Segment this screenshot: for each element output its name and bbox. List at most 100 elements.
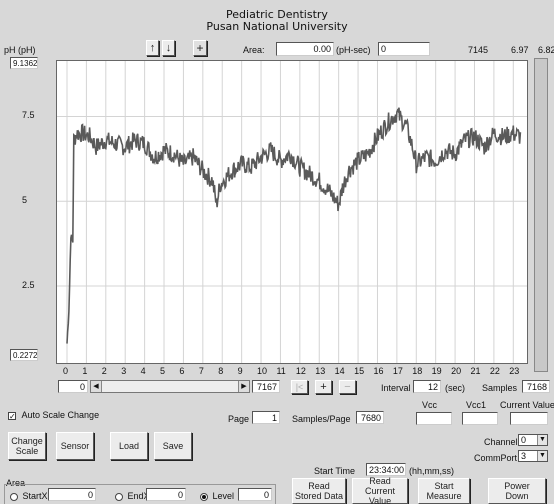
x-tick-label: 20 <box>451 366 462 376</box>
save-button[interactable]: Save <box>154 432 192 460</box>
endx-radio-icon <box>115 492 123 501</box>
x-tick-label: 21 <box>470 366 481 376</box>
x-tick-label: 9 <box>237 366 243 376</box>
auto-scale-check-icon: ✓ <box>8 411 16 421</box>
startx-radio[interactable]: StartX <box>10 491 48 501</box>
vcc-field[interactable] <box>416 412 452 425</box>
ph-series-line <box>66 107 522 344</box>
start-measure-label-1: Start <box>434 481 454 491</box>
horizontal-scrollbar[interactable]: ◀ ▶ <box>90 380 250 393</box>
read-stored-label-1: Read <box>308 481 330 491</box>
x-tick-label: 19 <box>431 366 442 376</box>
x-tick-label: 16 <box>373 366 384 376</box>
area-unit-label: (pH-sec) <box>336 45 371 55</box>
title-line-2: Pusan National University <box>206 20 348 33</box>
start-time-field[interactable]: 23:34:00 <box>366 463 406 476</box>
endx-field[interactable]: 0 <box>146 488 186 501</box>
area-group-label: Area <box>6 478 26 488</box>
zoom-in-button[interactable]: + <box>315 380 332 394</box>
x-tick-label: 13 <box>315 366 326 376</box>
samples-field[interactable]: 7168 <box>522 380 550 393</box>
page-field[interactable]: 1 <box>252 411 280 424</box>
crosshair-button[interactable]: + <box>193 40 207 56</box>
scroll-right-arrow[interactable]: ▶ <box>238 381 249 392</box>
readout-samples: 7145 <box>468 45 489 55</box>
channel-label: Channel <box>484 437 518 447</box>
level-radio-icon <box>200 492 208 501</box>
chevron-down-icon: ▼ <box>537 451 547 461</box>
x-tick-label: 1 <box>82 366 88 376</box>
level-label: Level <box>212 491 235 501</box>
interval-label: Interval <box>381 383 411 393</box>
y-max-field[interactable]: 9.1362 <box>10 57 38 69</box>
start-measure-button[interactable]: Start Measure <box>418 478 470 504</box>
arrow-up-button[interactable]: ↑ <box>146 40 159 56</box>
first-page-button[interactable]: |< <box>291 380 308 394</box>
vcc1-field[interactable] <box>462 412 498 425</box>
level-radio[interactable]: Level <box>200 491 234 501</box>
ph-chart[interactable] <box>56 60 528 364</box>
area-value-field[interactable]: 0.00 <box>276 42 334 56</box>
crosshair-icon: + <box>196 41 204 55</box>
read-current-label-1: Read <box>369 476 391 486</box>
power-down-button[interactable]: Power Down <box>488 478 546 504</box>
zoom-out-button[interactable]: − <box>339 380 356 394</box>
change-scale-button[interactable]: Change Scale <box>8 432 46 460</box>
area-group-box <box>4 484 276 504</box>
y-tick-label: 2.5 <box>22 279 35 290</box>
x-tick-label: 7 <box>198 366 204 376</box>
current-value-field[interactable] <box>510 412 548 425</box>
arrow-down-button[interactable]: ↓ <box>162 40 175 56</box>
start-time-label: Start Time <box>314 466 356 476</box>
sensor-button[interactable]: Sensor <box>56 432 94 460</box>
readout-ph-1: 6.97 <box>511 45 529 55</box>
chevron-down-icon: ▼ <box>537 435 547 445</box>
y-min-field[interactable]: 0.2272 <box>10 349 38 361</box>
x-tick-label: 17 <box>392 366 403 376</box>
channel-value: 0 <box>521 435 527 445</box>
power-down-label-1: Power <box>504 481 530 491</box>
x-tick-label: 12 <box>295 366 306 376</box>
ph-chart-svg <box>57 61 527 363</box>
page-label: Page <box>228 414 250 424</box>
title-line-1: Pediatric Dentistry <box>226 8 328 21</box>
x-tick-label: 0 <box>63 366 69 376</box>
load-button[interactable]: Load <box>110 432 148 460</box>
x-tick-label: 8 <box>218 366 224 376</box>
vcc1-label: Vcc1 <box>466 400 487 410</box>
startx-radio-icon <box>10 492 18 501</box>
area-text-field[interactable]: 0 <box>378 42 430 56</box>
x-tick-label: 23 <box>509 366 520 376</box>
start-time-format: (hh,mm,ss) <box>409 466 454 476</box>
x-tick-label: 6 <box>179 366 185 376</box>
x-tick-label: 2 <box>101 366 107 376</box>
level-field[interactable]: 0 <box>238 488 272 501</box>
samples-per-page-field[interactable]: 7680 <box>356 411 384 424</box>
x-tick-label: 18 <box>412 366 423 376</box>
read-stored-data-button[interactable]: Read Stored Data <box>292 478 346 504</box>
power-down-label-2: Down <box>505 491 529 501</box>
samples-per-page-label: Samples/Page <box>292 414 351 424</box>
read-current-value-button[interactable]: Read Current Value <box>352 476 408 504</box>
scroll-right-value[interactable]: 7167 <box>252 380 280 393</box>
x-tick-label: 11 <box>276 366 286 376</box>
x-tick-label: 5 <box>160 366 166 376</box>
current-value-label: Current Value <box>500 400 554 410</box>
auto-scale-checkbox[interactable]: ✓ Auto Scale Change <box>8 410 99 420</box>
read-current-label-2: Current Value <box>364 486 395 504</box>
level-bar <box>534 58 548 372</box>
interval-unit: (sec) <box>445 383 465 393</box>
x-tick-label: 10 <box>257 366 268 376</box>
interval-field[interactable]: 12 <box>413 380 441 393</box>
scroll-left-value[interactable]: 0 <box>58 380 88 393</box>
read-stored-label-2: Stored Data <box>294 491 344 501</box>
scroll-left-arrow[interactable]: ◀ <box>91 381 102 392</box>
unit-label: pH (pH) <box>4 45 36 55</box>
commport-value: 3 <box>521 451 527 461</box>
commport-select[interactable]: 3 ▼ <box>518 450 548 462</box>
channel-select[interactable]: 0 ▼ <box>518 434 548 446</box>
endx-radio[interactable]: EndX <box>115 491 150 501</box>
y-tick-label: 7.5 <box>22 110 35 121</box>
area-label: Area: <box>243 45 265 55</box>
startx-field[interactable]: 0 <box>48 488 96 501</box>
